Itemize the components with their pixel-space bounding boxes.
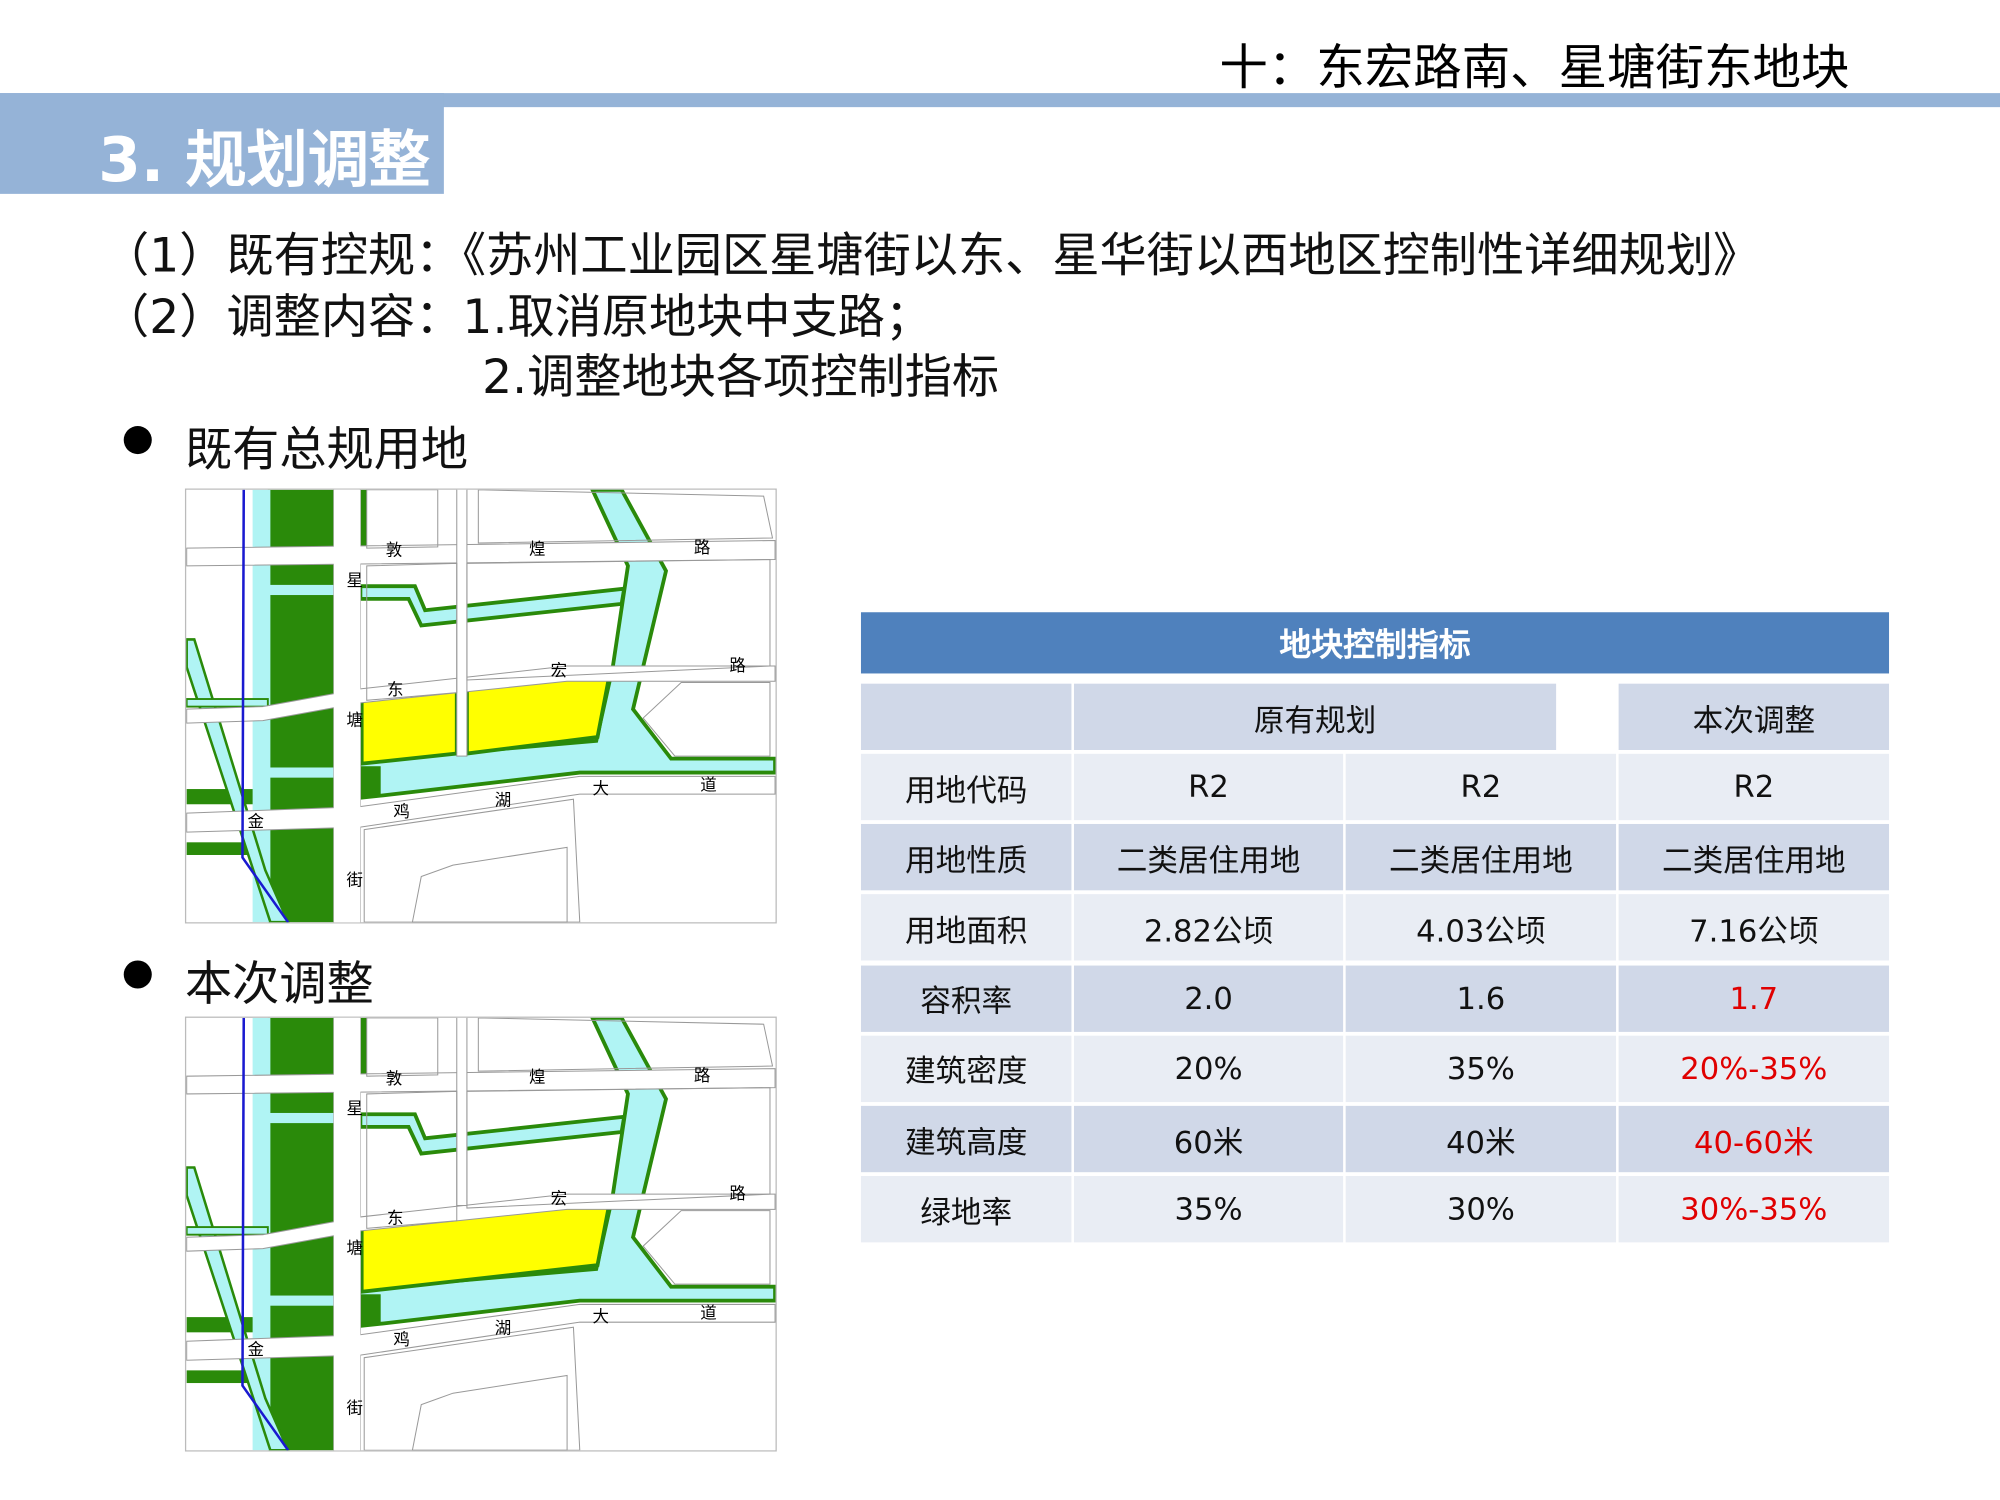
- table-cell: 二类居住用地: [1073, 824, 1344, 891]
- road-label: 星: [346, 571, 362, 590]
- road-label: 大: [592, 779, 608, 798]
- table-cell: 二类居住用地: [1618, 824, 1890, 891]
- table-cell: 30%: [1345, 1176, 1617, 1243]
- existing-landuse-map: 敦煌路星东宏路塘鸡湖大道金街: [184, 486, 777, 926]
- table-cell: R2: [1073, 753, 1344, 821]
- existing-plan-line: （1）既有控规：《苏州工业园区星塘街以东、星华街以西地区控制性详细规划》: [102, 228, 1761, 284]
- road-label: 煌: [529, 539, 545, 558]
- col-header-adjusted: 本次调整: [1618, 683, 1890, 750]
- table-cell: 60米: [1073, 1105, 1344, 1173]
- slide-title: 十：东宏路南、星塘街东地块: [1219, 39, 1850, 96]
- table-cell: 35%: [1073, 1176, 1344, 1243]
- table-title: 地块控制指标: [860, 612, 1890, 674]
- adjustment-line-2: 2.调整地块各项控制指标: [482, 349, 1000, 405]
- road-label: 东: [387, 680, 403, 699]
- row-label: 容积率: [860, 965, 1072, 1032]
- road-label: 街: [346, 870, 362, 889]
- row-label: 绿地率: [860, 1176, 1072, 1243]
- road-label: 湖: [495, 791, 511, 810]
- header-bar: [0, 93, 2000, 108]
- table-cell: 1.6: [1345, 965, 1617, 1032]
- table-cell: 35%: [1345, 1035, 1617, 1102]
- adjustment-line-1: （2）调整内容：1.取消原地块中支路；: [102, 289, 933, 345]
- row-label: 用地面积: [860, 894, 1072, 961]
- row-label: 用地代码: [860, 753, 1072, 821]
- adjusted-landuse-map: 敦煌路星东宏路塘鸡湖大道金街: [184, 1014, 777, 1454]
- road-label: 路: [729, 656, 746, 675]
- road-label: 宏: [551, 661, 567, 680]
- road-label: 鸡: [393, 1330, 409, 1349]
- road-label: 星: [346, 1099, 362, 1118]
- table-cell: 40米: [1345, 1105, 1617, 1173]
- table-cell: R2: [1618, 753, 1890, 821]
- road-label: 东: [387, 1208, 403, 1227]
- table-cell: 2.82公顷: [1073, 894, 1344, 961]
- road-label: 道: [700, 1303, 716, 1322]
- row-label: 建筑高度: [860, 1105, 1072, 1173]
- district-boundary: [241, 1017, 290, 1451]
- adjustment-heading: 本次调整: [184, 956, 374, 1012]
- table-cell: 2.0: [1073, 965, 1344, 1032]
- table-cell: 20%: [1073, 1035, 1344, 1102]
- table-cell: 1.7: [1618, 965, 1890, 1032]
- road-label: 塘: [346, 711, 362, 730]
- existing-landuse-heading: 既有总规用地: [184, 422, 469, 478]
- road-label: 道: [700, 775, 716, 794]
- table-cell: R2: [1345, 753, 1617, 821]
- road-label: 敦: [386, 541, 402, 560]
- section-title: 3. 规划调整: [98, 124, 431, 197]
- bullet-icon: [123, 426, 152, 455]
- road-label: 塘: [346, 1239, 362, 1258]
- district-boundary: [241, 489, 290, 923]
- road-label: 宏: [551, 1189, 567, 1208]
- table-cell: 二类居住用地: [1345, 824, 1617, 891]
- road-label: 路: [729, 1184, 746, 1203]
- table-cell: 30%-35%: [1618, 1176, 1890, 1243]
- road-label: 路: [694, 538, 711, 557]
- road-label: 金: [248, 812, 264, 831]
- bullet-icon: [123, 960, 152, 989]
- road-label: 湖: [495, 1319, 511, 1338]
- col-header-original: 原有规划: [1073, 683, 1557, 750]
- table-cell: 7.16公顷: [1618, 894, 1890, 961]
- road-label: 路: [694, 1066, 711, 1085]
- road-label: 煌: [529, 1068, 545, 1087]
- road-label: 鸡: [393, 802, 409, 821]
- table-cell: 4.03公顷: [1345, 894, 1617, 961]
- row-label: 用地性质: [860, 824, 1072, 891]
- road-label: 敦: [386, 1069, 402, 1088]
- road-label: 街: [346, 1398, 362, 1417]
- row-label: 建筑密度: [860, 1035, 1072, 1102]
- table-corner-cell: [860, 683, 1072, 750]
- table-cell: 20%-35%: [1618, 1035, 1890, 1102]
- section-tab: [0, 93, 444, 194]
- road-label: 金: [248, 1340, 264, 1359]
- road-label: 大: [592, 1307, 608, 1326]
- table-cell: 40-60米: [1618, 1105, 1890, 1173]
